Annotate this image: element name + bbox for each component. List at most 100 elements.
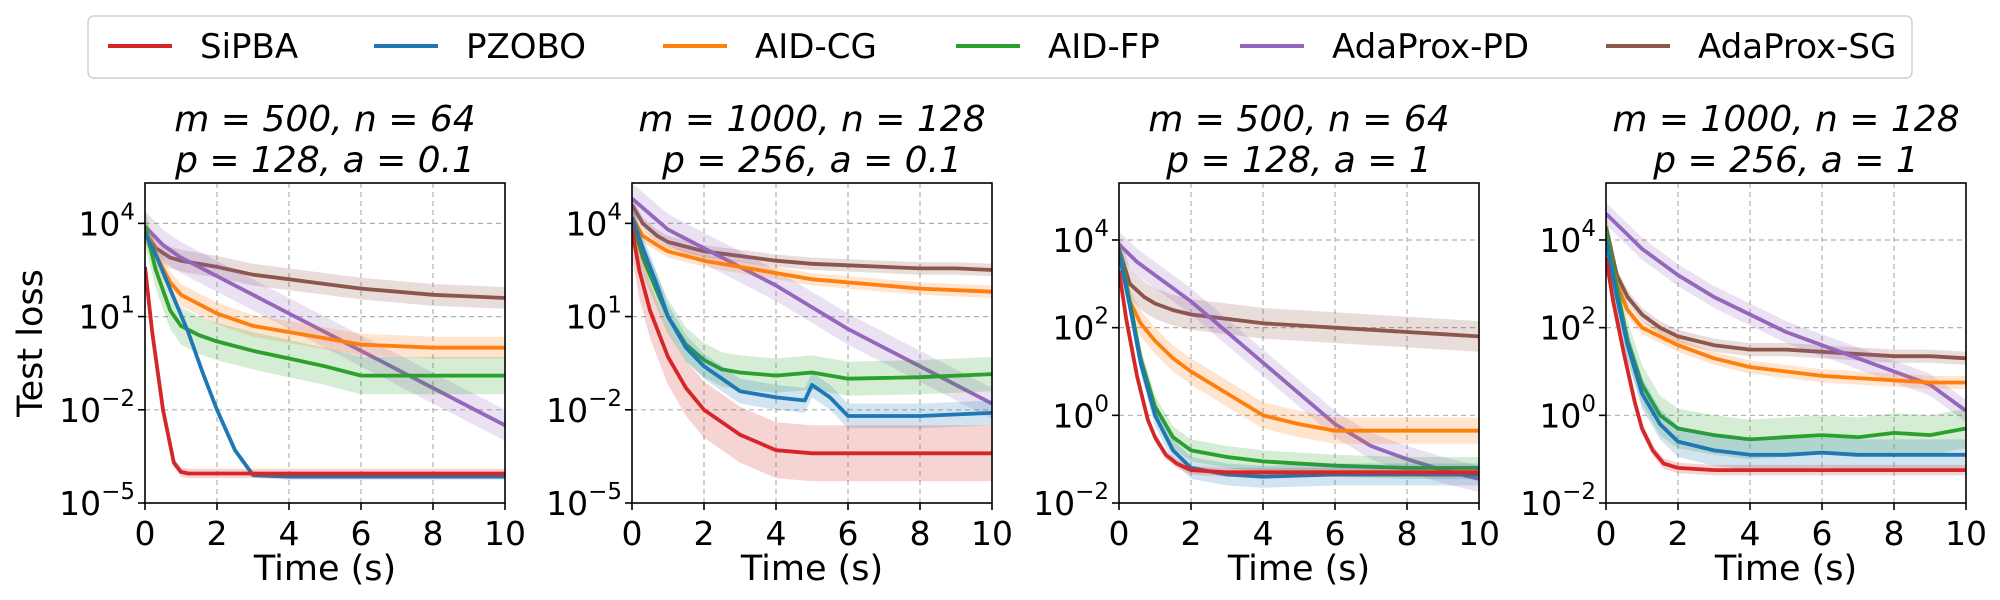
series-line-adaprox-pd <box>1606 212 1966 413</box>
band-adaprox-sg <box>1606 220 1966 365</box>
y-tick-label: 104 <box>1052 216 1109 260</box>
x-tick-label: 4 <box>766 514 787 553</box>
series-line-aid-cg <box>145 228 505 350</box>
panel-title-line2: p = 128, a = 0.1 <box>174 140 475 181</box>
series-line-pzobo <box>632 216 992 418</box>
y-tick-label: 10−5 <box>59 479 135 523</box>
series-line-aid-fp <box>632 219 992 381</box>
legend-entry-pzobo: PZOBO <box>374 27 586 67</box>
series-line-adaprox-sg <box>145 231 505 300</box>
band-adaprox-pd <box>145 211 505 441</box>
y-tick-label: 10−2 <box>1033 479 1109 523</box>
x-tick-label: 8 <box>1397 514 1418 553</box>
series-group <box>632 183 992 482</box>
series-line-aid-fp <box>145 226 505 378</box>
band-adaprox-pd <box>1606 202 1966 422</box>
grid <box>632 183 992 503</box>
series-line-adaprox-sg <box>1606 226 1966 361</box>
x-tick-label: 8 <box>1884 514 1905 553</box>
x-tick-label: 6 <box>1325 514 1346 553</box>
y-tick-label: 100 <box>1539 391 1596 435</box>
band-adaprox-pd <box>1119 231 1479 492</box>
y-axis-label: Test loss <box>11 269 51 418</box>
series-line-aid-cg <box>1119 252 1479 433</box>
panel-title-line1: m = 500, n = 64 <box>1148 99 1449 140</box>
legend-label: AID-FP <box>1048 27 1160 67</box>
panel-3: 0 2 4 6 8 10 104 102 100 10−2 m = 500, n = 64p = 1… <box>1033 99 1500 589</box>
series-line-aid-cg <box>1606 239 1966 385</box>
x-tick-label: 0 <box>135 514 156 553</box>
legend: SiPBA PZOBO AID-CG AID-FP AdaProx-PD AdaProx-… <box>87 15 1913 79</box>
band-pzobo <box>632 204 992 429</box>
x-tick-label: 4 <box>1740 514 1761 553</box>
series-line-sipba <box>1119 270 1479 475</box>
panel-title-line2: p = 256, a = 0.1 <box>661 140 962 181</box>
panel-title-line1: m = 1000, n = 128 <box>1612 99 1959 140</box>
series-line-adaprox-pd <box>145 225 505 427</box>
x-tick-label: 6 <box>1812 514 1833 553</box>
x-tick-label: 6 <box>838 514 859 553</box>
band-pzobo <box>1606 224 1966 471</box>
x-axis-label: Time (s) <box>1714 549 1857 589</box>
x-tick-label: 2 <box>694 514 715 553</box>
y-tick-label: 101 <box>78 293 135 337</box>
y-tick-label: 10−2 <box>546 386 622 430</box>
y-tick-label: 104 <box>1539 216 1596 260</box>
panel-1: 0 2 4 6 8 10 104 101 10−2 10−5 m = 500, n = 64p = … <box>11 99 526 589</box>
legend-entry-adaprox-sg: AdaProx-SG <box>1606 27 1896 67</box>
series-group <box>1606 202 1966 476</box>
axes-frame <box>631 182 993 504</box>
y-tick-label: 10−2 <box>1520 479 1596 523</box>
x-tick-label: 8 <box>910 514 931 553</box>
legend-label: PZOBO <box>466 27 586 67</box>
series-group <box>145 207 505 480</box>
y-tick-label: 101 <box>565 293 622 337</box>
panel-2: 0 2 4 6 8 10 104 101 10−2 10−5 m = 1000, n = 128p … <box>546 99 1013 589</box>
series-line-pzobo <box>145 231 505 479</box>
series-line-adaprox-pd <box>632 197 992 406</box>
band-adaprox-pd <box>632 183 992 420</box>
grid <box>145 183 505 503</box>
band-adaprox-sg <box>1119 233 1479 352</box>
x-tick-label: 8 <box>423 514 444 553</box>
x-axis-label: Time (s) <box>1227 549 1370 589</box>
axes-frame <box>144 182 506 504</box>
series-line-sipba <box>1606 257 1966 473</box>
legend-entry-adaprox-pd: AdaProx-PD <box>1240 27 1529 67</box>
series-line-adaprox-pd <box>1119 243 1479 481</box>
x-tick-label: 10 <box>484 514 526 553</box>
legend-label: AdaProx-PD <box>1332 27 1529 67</box>
x-tick-label: 2 <box>1668 514 1689 553</box>
x-tick-label: 0 <box>622 514 643 553</box>
axes-frame <box>1605 182 1967 504</box>
y-tick-label: 104 <box>565 199 622 243</box>
series-line-pzobo <box>1606 239 1966 457</box>
x-tick-label: 6 <box>351 514 372 553</box>
series-line-sipba <box>145 266 505 476</box>
axes-frame <box>1118 182 1480 504</box>
legend-label: AID-CG <box>755 27 877 67</box>
grid <box>1606 183 1966 503</box>
panel-title-line1: m = 1000, n = 128 <box>638 99 985 140</box>
series-line-aid-cg <box>632 216 992 294</box>
series-group <box>1119 231 1479 492</box>
legend-label: AdaProx-SG <box>1698 27 1896 67</box>
legend-entry-aid-cg: AID-CG <box>663 27 877 67</box>
x-axis-label: Time (s) <box>253 549 396 589</box>
y-tick-label: 10−2 <box>59 386 135 430</box>
x-tick-label: 10 <box>1458 514 1500 553</box>
y-tick-label: 102 <box>1052 304 1109 348</box>
panel-title-line2: p = 256, a = 1 <box>1652 140 1919 181</box>
x-tick-label: 2 <box>1181 514 1202 553</box>
y-tick-label: 102 <box>1539 304 1596 348</box>
panel-title-line1: m = 500, n = 64 <box>174 99 475 140</box>
x-tick-label: 2 <box>207 514 228 553</box>
series-line-sipba <box>632 229 992 456</box>
grid <box>1119 183 1479 503</box>
band-aid-cg <box>145 218 505 359</box>
band-aid-cg <box>1119 240 1479 444</box>
series-line-pzobo <box>1119 252 1479 479</box>
